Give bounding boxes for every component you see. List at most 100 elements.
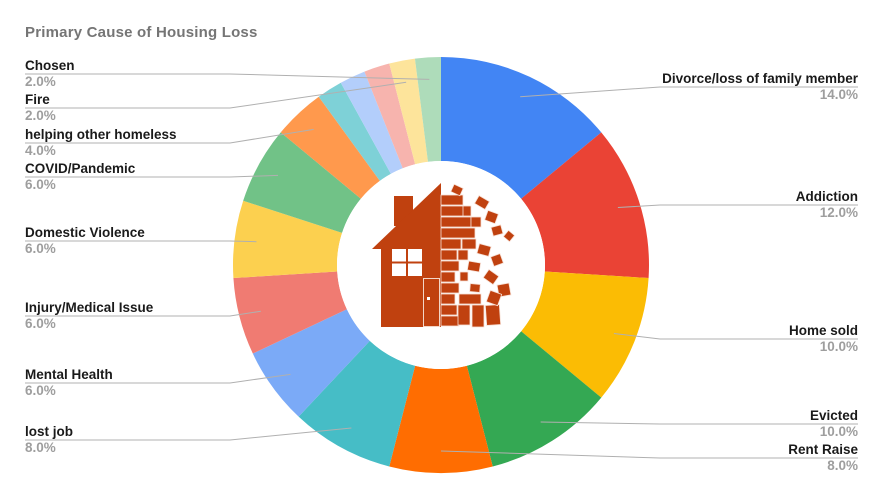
brick [440,271,456,283]
slice-label-value: 6.0% [25,383,56,398]
leader-line [25,427,352,441]
brick [440,304,458,316]
donut-slice-mental-health [252,309,370,417]
brick [466,260,482,273]
brick [502,229,516,243]
leader-line [25,73,430,80]
slice-label: Addiction 12.0% [796,189,858,221]
brick [484,209,499,225]
donut-slice-helping-other-homeless [280,96,380,199]
slice-label-name: Fire [25,92,50,107]
slice-label: Mental Health 6.0% [25,367,113,399]
slice-label: Chosen 2.0% [25,58,75,90]
brick [490,224,504,237]
slice-label-name: Divorce/loss of family member [662,71,858,86]
leader-line [520,86,858,98]
slice-label-value: 6.0% [25,316,56,331]
donut-slice-evicted [466,331,602,467]
leader-lines [25,73,858,459]
slice-label: Divorce/loss of family member 14.0% [662,71,858,103]
donut-slice-divorce-loss-of-family-member [441,57,602,199]
chart-title: Primary Cause of Housing Loss [25,24,258,41]
brick [440,194,464,206]
slice-label-name: COVID/Pandemic [25,161,136,176]
slice-label-name: helping other homeless [25,127,177,142]
brick [461,238,477,250]
slice-label: Domestic Violence 6.0% [25,225,145,257]
brick [440,216,472,228]
slice-label-name: Mental Health [25,367,113,382]
brick [440,227,476,239]
leader-line [617,204,858,209]
donut-slice-domestic-violence [233,200,343,279]
brick [490,253,504,267]
leader-line [25,240,257,243]
donut-slice-unlabeled [340,71,403,174]
brick [470,216,482,228]
slice-label-name: Home sold [788,323,858,338]
slice-label: Fire 2.0% [25,92,56,124]
brick [482,268,500,286]
slice-label-value: 8.0% [25,440,56,455]
slice-label-name: Evicted [809,408,858,423]
donut-slice-lost-job [298,340,416,467]
donut-slice-fire [389,58,428,165]
brick [458,293,482,305]
leader-line [440,450,858,459]
brick [450,183,464,197]
leader-line [25,128,314,144]
donut-slice-unlabeled [318,82,391,181]
brick [462,205,472,217]
slice-label: Evicted 10.0% [810,408,858,440]
brick [474,195,490,210]
donut-slice-addiction [521,132,649,279]
slice-label-value: 10.0% [819,424,858,439]
slice-label: Injury/Medical Issue 6.0% [25,300,153,332]
slice-label-name: Domestic Violence [25,225,145,240]
slice-label-value: 6.0% [25,177,56,192]
leader-line [25,310,261,317]
brick [469,283,481,293]
brick [457,249,469,261]
slice-label-value: 4.0% [25,143,56,158]
slice-label-value: 2.0% [25,74,56,89]
slice-label-name: Rent Raise [788,442,858,457]
leader-line [25,81,407,109]
slice-label-name: Injury/Medical Issue [25,300,154,315]
crumbling-house-icon [372,183,516,328]
brick [496,282,512,298]
brick [484,304,502,326]
donut-slice-rent-raise [389,365,493,473]
brick [457,304,471,326]
leader-line [613,332,858,340]
donut-slice-chosen [414,57,441,162]
donut-slice-unlabeled [364,63,416,169]
brick [485,289,503,307]
donut-slice-injury-medical-issue [233,271,347,354]
slice-label: helping other homeless 4.0% [25,127,177,159]
slice-label: COVID/Pandemic 6.0% [25,161,135,193]
slice-label-value: 10.0% [819,339,858,354]
brick [459,271,469,282]
donut-slice-covid-pandemic [243,132,361,233]
donut-slice-home-sold [521,271,649,398]
slice-label: lost job 8.0% [25,424,73,456]
slice-label-name: Chosen [25,58,75,73]
brick [440,238,462,250]
slice-label-value: 12.0% [819,205,858,220]
brick [440,260,460,272]
leader-line [25,373,291,384]
leader-line [540,421,858,425]
slice-label-value: 8.0% [827,458,858,473]
brick [440,315,460,327]
leader-line [25,174,279,178]
slice-label-name: Addiction [795,189,858,204]
brick [440,293,456,305]
brick [440,282,460,294]
slice-label-value: 6.0% [25,241,56,256]
brick [440,249,458,261]
slice-label-value: 14.0% [819,87,858,102]
slice-label: Rent Raise 8.0% [788,442,858,474]
slice-label: Home sold 10.0% [789,323,858,355]
